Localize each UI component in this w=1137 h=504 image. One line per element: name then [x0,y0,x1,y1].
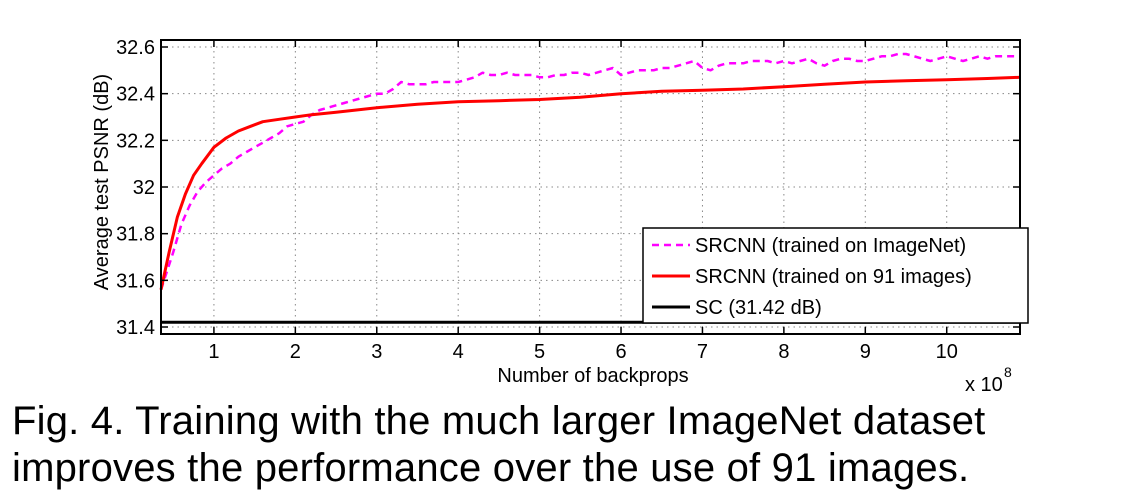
x-tick-label: 8 [778,341,789,363]
x-tick-label: 2 [290,341,301,363]
y-tick-label: 32.2 [116,130,155,152]
legend-entries: SRCNN (trained on ImageNet) SRCNN (traine… [652,235,972,319]
axis-ticks: 1 2 3 4 5 6 7 8 9 10 31.4 31.6 31.8 32 32.2 32.4 32.6 [116,37,1020,363]
y-tick-label: 31.4 [116,317,155,339]
grid-lines [161,40,1020,334]
x-tick-label: 5 [534,341,545,363]
x-tick-label: 6 [615,341,626,363]
x-tick-label: 4 [453,341,464,363]
x-tick-label: 10 [936,341,958,363]
figure-caption-line-1: Fig. 4. Training with the much larger Im… [12,399,986,443]
x-axis-label: Number of backprops [497,365,688,387]
y-tick-label: 32.4 [116,84,155,106]
x-axis-multiplier-exponent: 8 [1004,364,1012,380]
legend [642,227,1029,324]
psnr-line-chart: 1 2 3 4 5 6 7 8 9 10 31.4 31.6 31.8 32 32.2 32.4 32.6 SR… [91,37,1029,395]
y-tick-label: 32 [133,177,155,199]
legend-label-0: SRCNN (trained on ImageNet) [695,235,966,257]
figure-caption-line-2: improves the performance over the use of… [12,446,970,490]
x-tick-label: 3 [371,341,382,363]
series-line-1 [159,75,1021,291]
legend-label-1: SRCNN (trained on 91 images) [695,266,972,288]
x-tick-label: 9 [860,341,871,363]
y-tick-label: 31.8 [116,224,155,246]
y-axis-label: Average test PSNR (dB) [91,74,113,290]
y-tick-label: 31.6 [116,270,155,292]
x-tick-label: 7 [697,341,708,363]
y-tick-label: 32.6 [116,37,155,59]
legend-label-2: SC (31.42 dB) [695,297,822,319]
x-tick-label: 1 [208,341,219,363]
x-axis-multiplier: x 10 [965,374,1003,395]
